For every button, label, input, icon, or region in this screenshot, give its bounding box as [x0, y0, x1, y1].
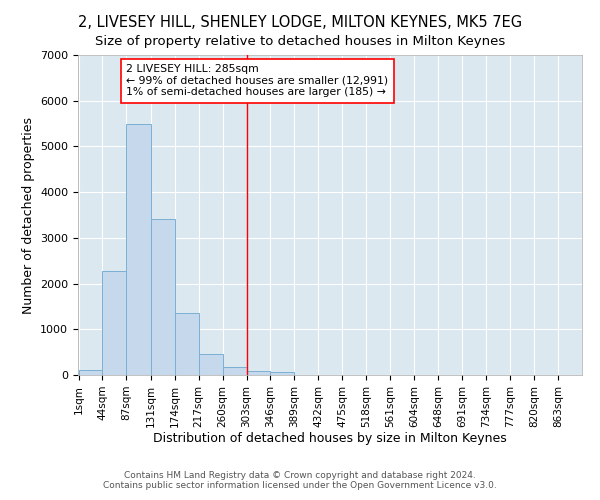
Bar: [175, 314, 199, 375]
Bar: [271, 372, 295, 375]
Bar: [103, 271, 127, 375]
Text: 2 LIVESEY HILL: 285sqm
← 99% of detached houses are smaller (12,991)
1% of semi-: 2 LIVESEY HILL: 285sqm ← 99% of detached…: [127, 64, 389, 98]
Text: Size of property relative to detached houses in Milton Keynes: Size of property relative to detached ho…: [95, 35, 505, 48]
Bar: [199, 354, 223, 375]
Bar: [79, 370, 103, 375]
X-axis label: Distribution of detached houses by size in Milton Keynes: Distribution of detached houses by size …: [153, 432, 507, 446]
Text: 2, LIVESEY HILL, SHENLEY LODGE, MILTON KEYNES, MK5 7EG: 2, LIVESEY HILL, SHENLEY LODGE, MILTON K…: [78, 15, 522, 30]
Bar: [223, 367, 247, 375]
Bar: [151, 218, 175, 375]
Bar: [247, 371, 271, 375]
Y-axis label: Number of detached properties: Number of detached properties: [22, 116, 35, 314]
Bar: [127, 124, 151, 375]
Text: Contains HM Land Registry data © Crown copyright and database right 2024.
Contai: Contains HM Land Registry data © Crown c…: [103, 470, 497, 490]
